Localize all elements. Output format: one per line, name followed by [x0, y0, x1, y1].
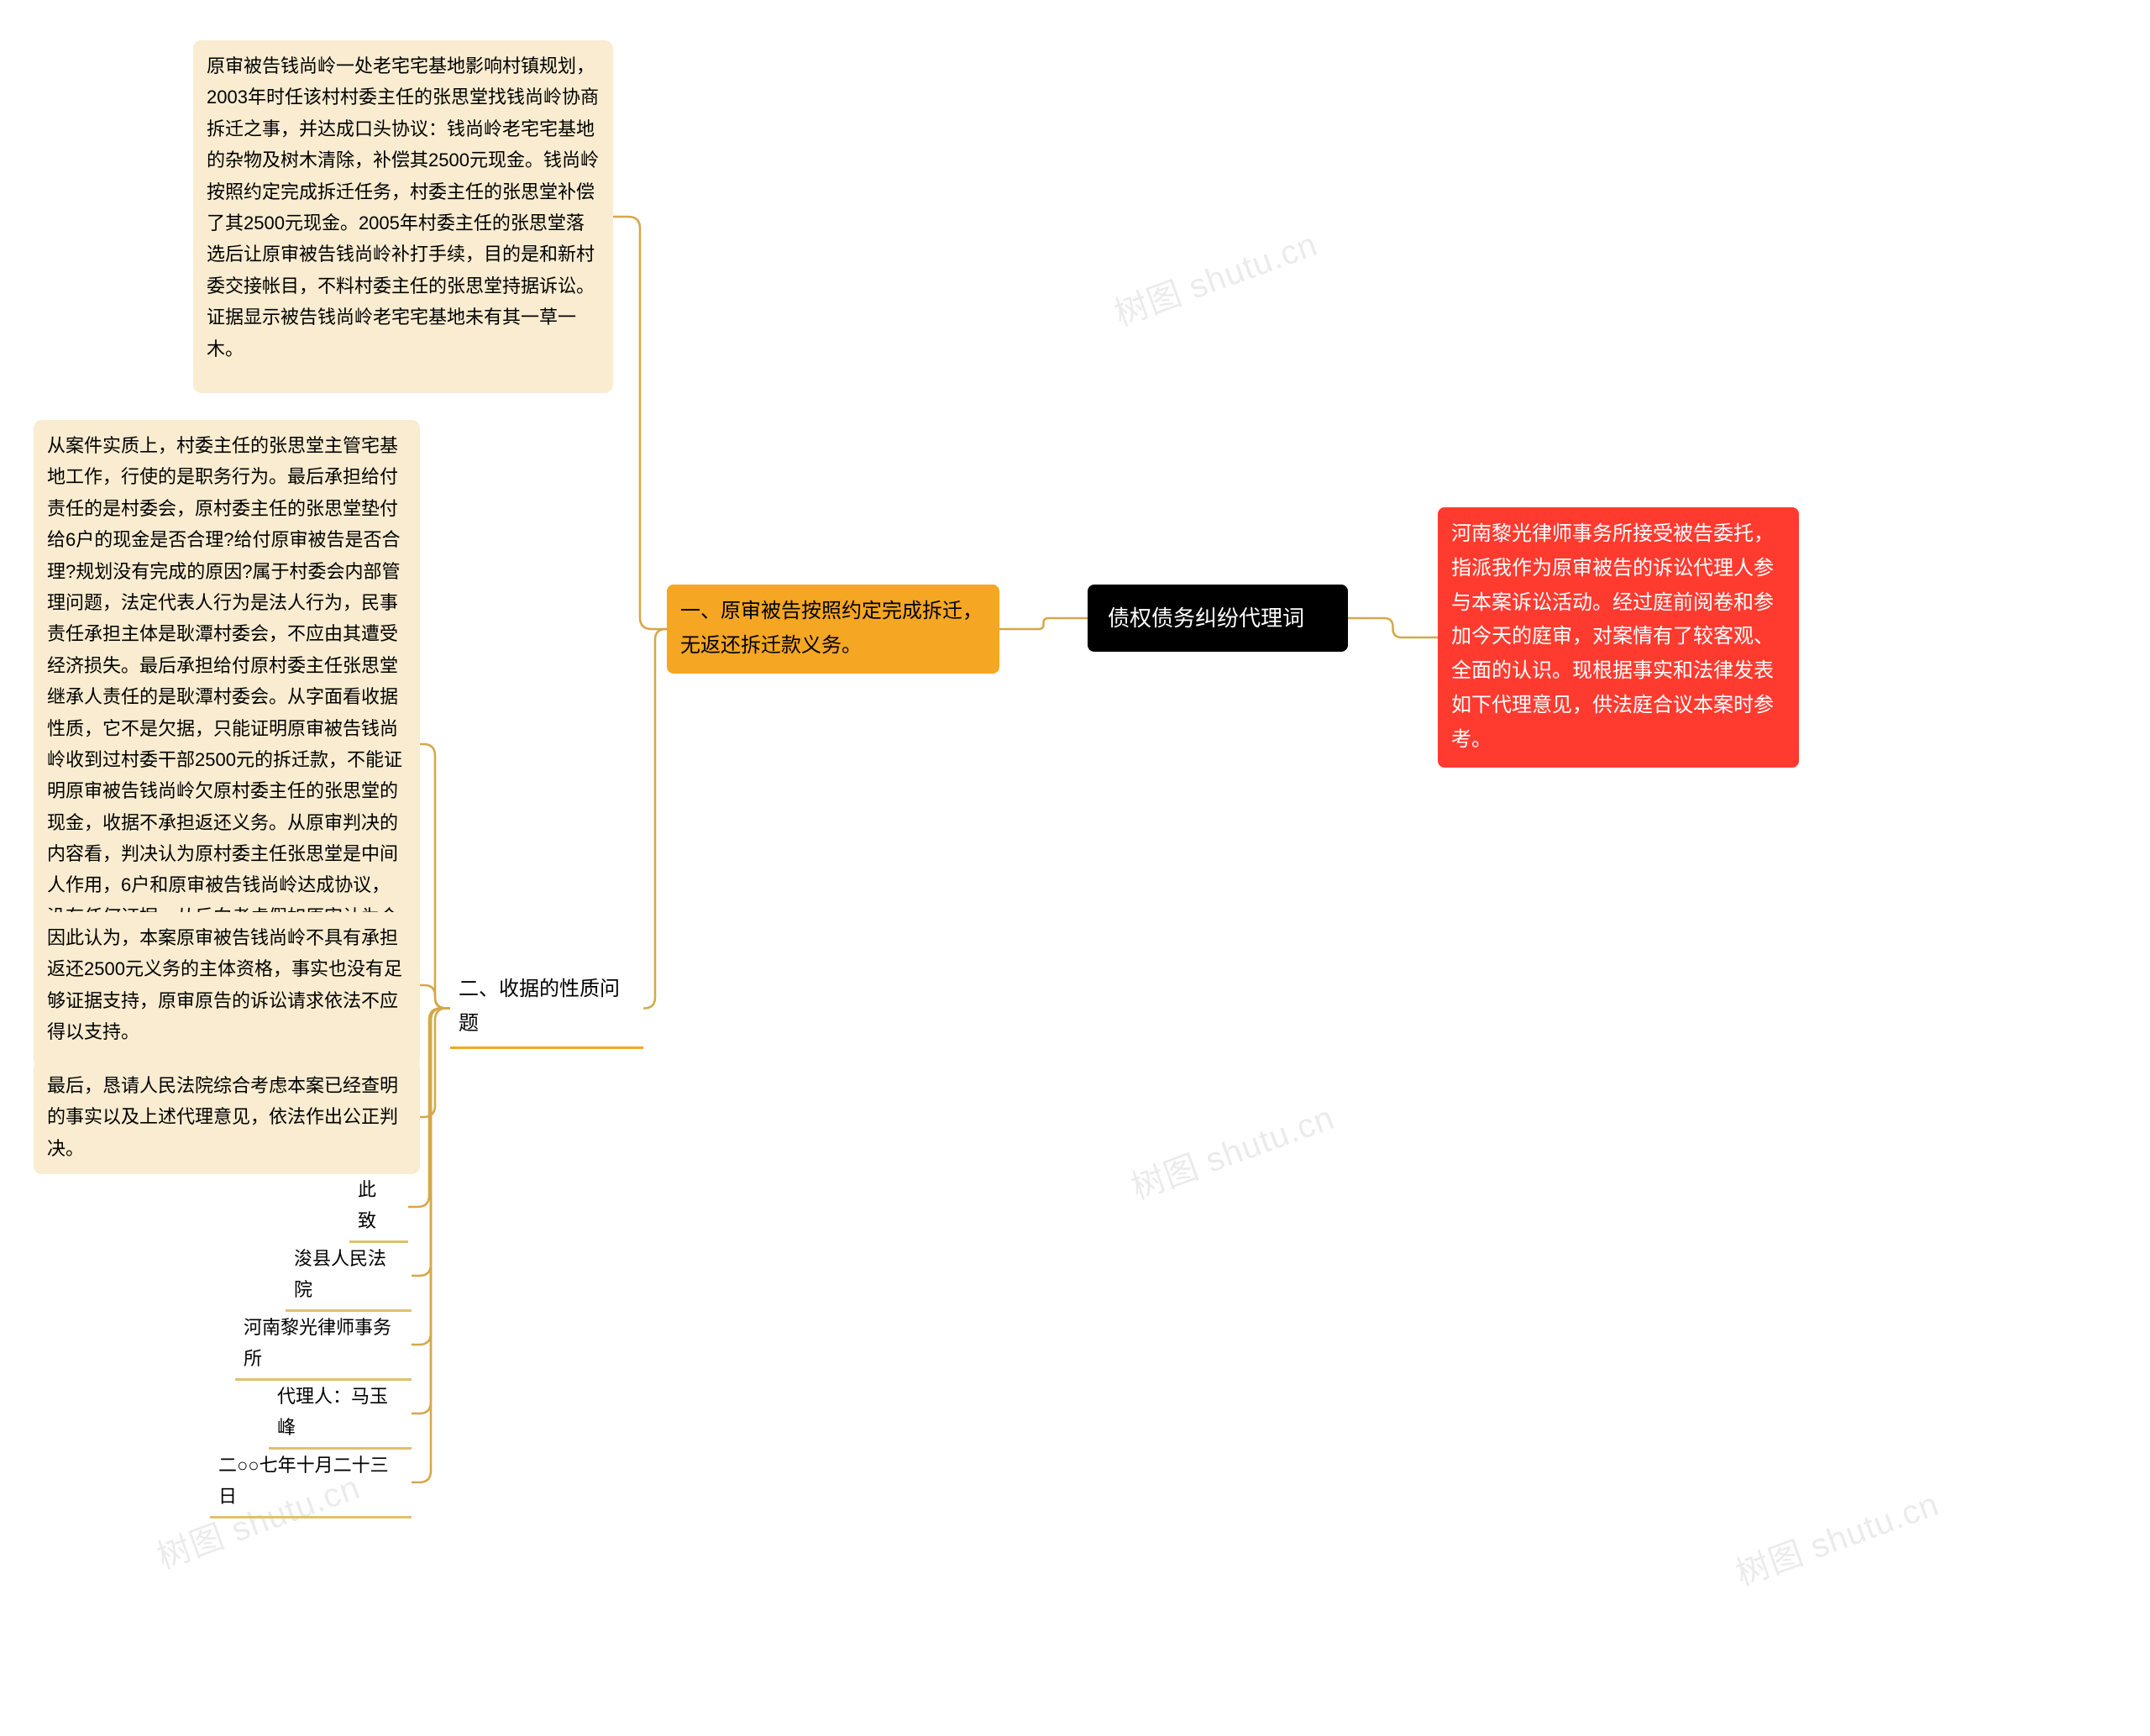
branch-1-leaf[interactable]: 原审被告钱尚岭一处老宅宅基地影响村镇规划，2003年时任该村村委主任的张思堂找钱… — [193, 40, 613, 393]
branch-2-child-7[interactable]: 二○○七年十月二十三日 — [210, 1446, 412, 1518]
watermark: 树图 shutu.cn — [1124, 1090, 1340, 1209]
branch-2-child-6[interactable]: 代理人：马玉峰 — [269, 1377, 412, 1450]
branch-2-child-3[interactable]: 此 致 — [349, 1171, 408, 1243]
mindmap-root[interactable]: 债权债务纠纷代理词 — [1088, 585, 1348, 652]
branch-2-child-4[interactable]: 浚县人民法院 — [286, 1240, 412, 1312]
branch-1[interactable]: 一、原审被告按照约定完成拆迁，无返还拆迁款义务。 — [667, 585, 999, 674]
watermark: 树图 shutu.cn — [1107, 217, 1324, 335]
branch-2-child-5[interactable]: 河南黎光律师事务所 — [235, 1309, 412, 1381]
intro-node[interactable]: 河南黎光律师事务所接受被告委托，指派我作为原审被告的诉讼代理人参与本案诉讼活动。… — [1438, 507, 1799, 768]
watermark: 树图 shutu.cn — [1728, 1476, 1945, 1595]
branch-2-child-1[interactable]: 因此认为，本案原审被告钱尚岭不具有承担返还2500元义务的主体资格，事实也没有足… — [34, 912, 420, 1058]
branch-2[interactable]: 二、收据的性质问题 — [450, 968, 643, 1049]
branch-2-child-2[interactable]: 最后，恳请人民法院综合考虑本案已经查明的事实以及上述代理意见，依法作出公正判决。 — [34, 1060, 420, 1174]
